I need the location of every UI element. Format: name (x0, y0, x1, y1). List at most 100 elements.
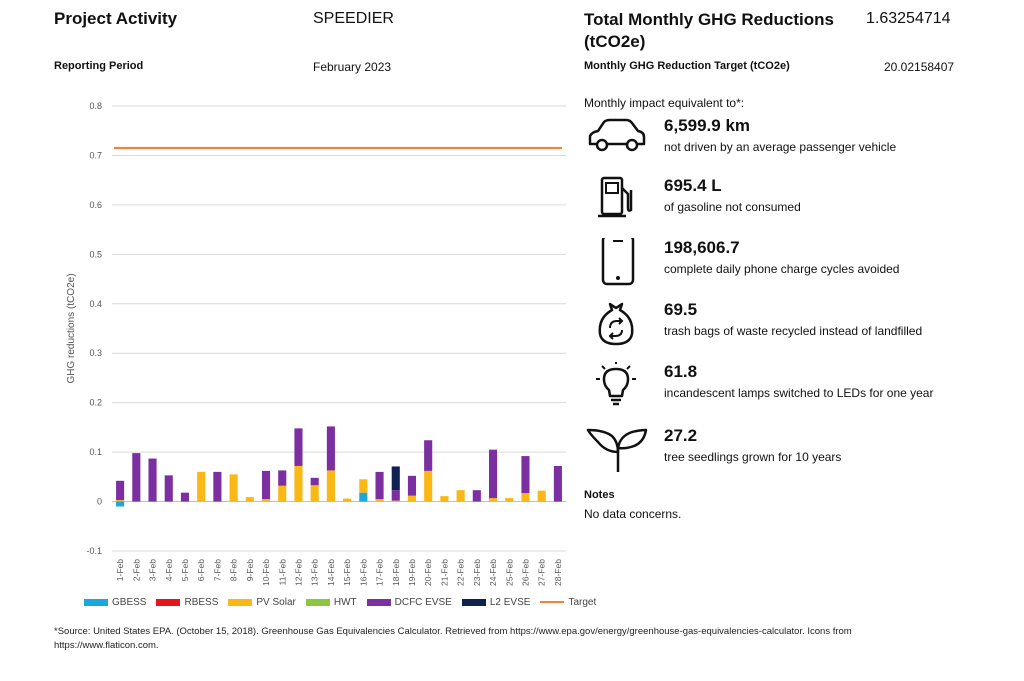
bar-segment (326, 426, 335, 471)
y-tick-label: 0 (97, 497, 102, 507)
legend-label: DCFC EVSE (394, 597, 452, 608)
x-tick-label: 12-Feb (293, 559, 303, 586)
legend-label: PV Solar (256, 597, 296, 608)
bar-segment (278, 470, 287, 486)
x-tick-label: 26-Feb (520, 559, 530, 586)
bar-segment (440, 496, 449, 502)
impact-value: 69.5 (664, 300, 698, 319)
x-tick-label: 3-Feb (148, 559, 158, 581)
impact-description: complete daily phone charge cycles avoid… (664, 262, 900, 276)
bar-segment (310, 477, 319, 486)
bar-segment (375, 471, 384, 500)
bar-segment (343, 498, 352, 502)
page-title: Project Activity (54, 9, 178, 28)
legend-swatch (540, 601, 565, 604)
fuel-pump-icon (584, 176, 648, 228)
x-tick-label: 14-Feb (326, 559, 336, 586)
legend-label: HWT (333, 597, 357, 608)
impact-value: 198,606.7 (664, 238, 740, 257)
legend-item: GBESS (84, 597, 146, 608)
x-tick-label: 5-Feb (180, 559, 190, 581)
chart-legend: GBESS RBESS PV Solar HWT DCFC EVSE L2 EVSE Tar… (84, 597, 606, 608)
legend-label: Target (568, 597, 597, 608)
impact-value: 61.8 (664, 362, 698, 381)
legend-label: L2 EVSE (489, 597, 531, 608)
bar-segment (488, 449, 498, 499)
legend-item: L2 EVSE (461, 597, 531, 608)
bar-segment (424, 440, 433, 471)
bar-segment (116, 480, 125, 501)
bar-segment (326, 470, 335, 502)
impact-value: 6,599.9 km (664, 116, 751, 135)
y-tick-label: 0.3 (89, 348, 102, 358)
bar-segment (116, 501, 125, 507)
bar-segment (537, 490, 546, 502)
x-tick-label: 9-Feb (245, 559, 255, 581)
x-tick-label: 22-Feb (456, 559, 466, 586)
lightbulb-icon (584, 360, 648, 414)
bar-segment (294, 465, 303, 502)
impacts-heading: Monthly impact equivalent to*: (584, 96, 745, 110)
x-tick-label: 20-Feb (423, 559, 433, 586)
impact-row: 198,606.7 complete daily phone charge cy… (584, 234, 984, 290)
bar-segment (261, 499, 271, 502)
x-tick-label: 27-Feb (537, 559, 547, 586)
legend-label: GBESS (112, 597, 147, 608)
bar-segment (375, 499, 384, 502)
notes-text: No data concerns. (584, 507, 682, 521)
bar-segment (164, 475, 173, 502)
bar-segment (197, 471, 206, 502)
x-tick-label: 25-Feb (504, 559, 514, 586)
x-tick-label: 19-Feb (407, 559, 417, 586)
legend-item: RBESS (156, 597, 218, 608)
ghg-bar-chart: -0.1 0 0.1 0.2 0.3 0.4 0.5 0.6 0.7 0.8 GHG reducti… (54, 90, 574, 595)
y-tick-label: 0.8 (89, 101, 102, 111)
impact-description: incandescent lamps switched to LEDs for … (664, 386, 934, 400)
x-tick-label: 24-Feb (488, 559, 498, 586)
impact-row: 61.8 incandescent lamps switched to LEDs… (584, 360, 984, 414)
impact-value: 27.2 (664, 426, 698, 445)
y-tick-label: 0.1 (89, 447, 102, 457)
bar-segment (424, 470, 433, 502)
bar-segment (391, 500, 400, 502)
y-tick-label: 0.2 (89, 398, 102, 408)
bar-segment (407, 495, 417, 502)
reporting-period-label: Reporting Period (54, 60, 144, 72)
x-tick-label: 13-Feb (310, 559, 320, 586)
seedling-icon (584, 426, 648, 478)
legend-swatch (84, 598, 108, 606)
legend-swatch (366, 598, 391, 606)
total-reductions-value: 1.63254714 (866, 10, 951, 27)
legend-item: DCFC EVSE (366, 597, 452, 608)
bar-segment (505, 498, 514, 502)
bar-segment (310, 485, 319, 502)
impact-description: tree seedlings grown for 10 years (664, 450, 842, 464)
bar-segment (294, 428, 303, 466)
bar-segment (245, 497, 254, 502)
impact-description: of gasoline not consumed (664, 200, 801, 214)
impact-description: trash bags of waste recycled instead of … (664, 324, 923, 338)
y-tick-label: 0.5 (89, 249, 102, 259)
x-tick-label: 1-Feb (115, 559, 125, 581)
source-footnote: *Source: United States EPA. (October 15,… (54, 626, 852, 651)
target-label: Monthly GHG Reduction Target (tCO2e) (584, 60, 790, 72)
target-value: 20.02158407 (884, 60, 955, 74)
legend-swatch (461, 598, 486, 606)
bar-segment (456, 490, 465, 502)
legend-swatch (156, 598, 181, 606)
x-tick-label: 28-Feb (553, 559, 563, 586)
x-tick-label: 7-Feb (212, 559, 222, 581)
y-tick-label: 0.7 (89, 150, 102, 160)
y-tick-label: -0.1 (86, 546, 102, 556)
bar-segment (261, 470, 271, 500)
y-tick-label: 0.6 (89, 200, 102, 210)
x-tick-label: 21-Feb (439, 559, 449, 586)
legend-label: RBESS (184, 597, 219, 608)
x-tick-label: 17-Feb (375, 559, 385, 586)
phone-icon (584, 234, 648, 290)
bar-segment (391, 490, 400, 501)
bar-segment (553, 465, 562, 502)
reporting-period-value: February 2023 (313, 60, 392, 74)
impact-row: 6,599.9 km not driven by an average pass… (584, 116, 984, 168)
chart-svg: -0.1 0 0.1 0.2 0.3 0.4 0.5 0.6 0.7 0.8 GHG reducti… (66, 101, 566, 586)
